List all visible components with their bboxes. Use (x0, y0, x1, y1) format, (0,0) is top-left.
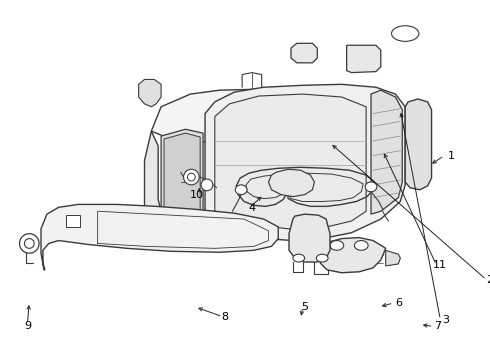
Ellipse shape (24, 239, 34, 248)
Polygon shape (405, 99, 432, 190)
Polygon shape (269, 169, 315, 197)
Polygon shape (164, 133, 200, 219)
Polygon shape (205, 84, 405, 240)
Ellipse shape (184, 169, 199, 185)
Polygon shape (371, 90, 402, 214)
Text: 4: 4 (248, 203, 255, 213)
Text: 1: 1 (447, 150, 455, 161)
Polygon shape (139, 80, 161, 107)
Text: 9: 9 (24, 321, 31, 332)
Ellipse shape (188, 173, 196, 181)
Ellipse shape (365, 182, 377, 192)
Polygon shape (215, 94, 366, 229)
Polygon shape (346, 45, 381, 73)
Ellipse shape (235, 185, 247, 195)
Text: 10: 10 (190, 190, 204, 200)
Text: 7: 7 (434, 321, 441, 332)
Ellipse shape (354, 240, 368, 250)
Polygon shape (66, 215, 80, 227)
Text: 2: 2 (487, 275, 490, 285)
Ellipse shape (330, 240, 343, 250)
Polygon shape (320, 238, 386, 273)
Polygon shape (151, 89, 342, 144)
Text: 8: 8 (221, 312, 228, 322)
Ellipse shape (20, 234, 39, 253)
Polygon shape (289, 214, 330, 262)
Polygon shape (291, 43, 318, 63)
Ellipse shape (293, 254, 305, 262)
Polygon shape (386, 250, 400, 266)
Ellipse shape (201, 179, 213, 191)
Polygon shape (161, 129, 203, 224)
Polygon shape (145, 131, 200, 239)
Ellipse shape (317, 254, 328, 262)
Text: 6: 6 (395, 298, 402, 308)
Text: 3: 3 (441, 315, 449, 325)
Ellipse shape (392, 26, 419, 41)
Polygon shape (41, 204, 278, 270)
Text: 11: 11 (432, 260, 446, 270)
Text: 5: 5 (301, 302, 308, 312)
